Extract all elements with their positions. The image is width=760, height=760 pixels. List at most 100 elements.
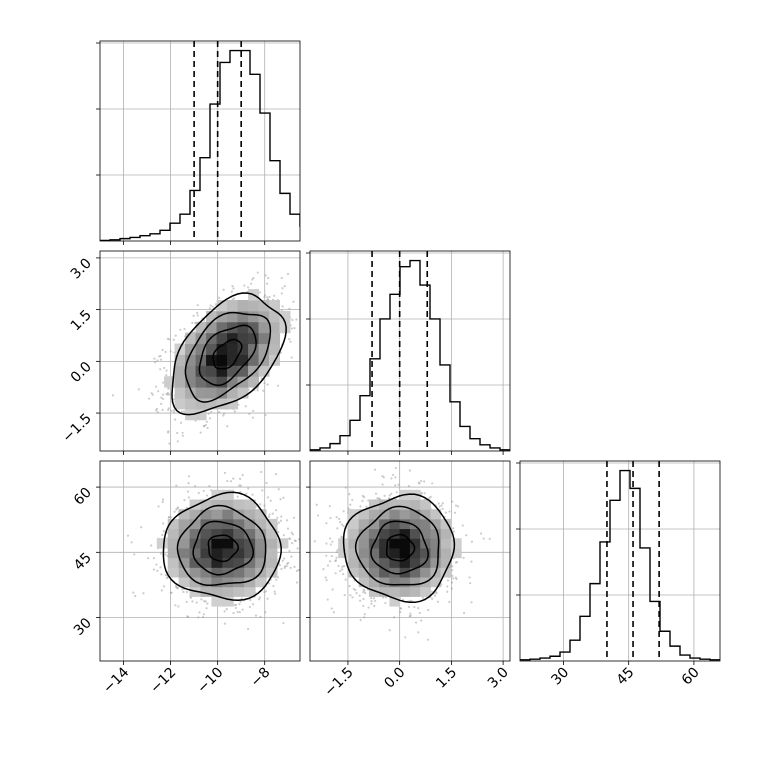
- scatter-point: [150, 392, 153, 395]
- scatter-point: [204, 423, 207, 427]
- density-cell: [368, 577, 380, 588]
- scatter-point: [252, 409, 255, 413]
- scatter-point: [417, 606, 420, 610]
- density-cell: [216, 397, 228, 410]
- density-cell: [248, 310, 260, 323]
- scatter-point: [393, 616, 396, 619]
- density-cell: [211, 577, 223, 588]
- scatter-point: [291, 533, 294, 536]
- density-cell: [174, 365, 186, 377]
- scatter-point: [279, 519, 283, 522]
- scatter-point: [362, 604, 365, 608]
- pair-panel-0: [111, 242, 298, 451]
- density-cell: [348, 509, 360, 520]
- density-cell: [269, 300, 280, 312]
- density-cell: [420, 528, 431, 539]
- scatter-point: [154, 385, 158, 388]
- scatter-point: [236, 610, 239, 614]
- density-cell: [389, 596, 401, 607]
- pair-panel-2: [313, 466, 491, 641]
- scatter-point: [441, 507, 444, 510]
- scatter-point: [197, 491, 200, 495]
- scatter-point: [241, 608, 244, 611]
- density-cell: [233, 586, 245, 597]
- scatter-point: [297, 568, 300, 572]
- density-cell: [222, 557, 234, 568]
- scatter-point: [160, 396, 163, 399]
- contour-line: [176, 504, 267, 587]
- scatter-point: [154, 361, 157, 364]
- pair-panel-1: [126, 470, 300, 631]
- scatter-point: [140, 526, 143, 529]
- scatter-point: [187, 482, 190, 485]
- contour-line: [370, 520, 429, 575]
- scatter-point: [218, 410, 221, 414]
- density-cell: [358, 567, 370, 578]
- scatter-point: [372, 597, 376, 600]
- density-cell: [206, 310, 218, 323]
- scatter-point: [133, 553, 136, 556]
- scatter-point: [161, 522, 165, 525]
- density-cell: [167, 528, 180, 539]
- pair-panel-0-frame: [99, 250, 301, 452]
- density-cell: [227, 365, 239, 377]
- density-cell: [399, 538, 411, 549]
- density-blocks: [338, 489, 462, 607]
- scatter-point: [427, 608, 430, 612]
- scatter-point: [273, 242, 275, 244]
- density-cell: [409, 509, 421, 520]
- scatter-point: [192, 314, 195, 317]
- scatter-point: [248, 605, 251, 609]
- scatter-point: [160, 589, 164, 592]
- pair-content: [111, 242, 298, 451]
- density-cell: [266, 547, 278, 559]
- density-cell: [420, 547, 431, 559]
- scatter-point: [326, 598, 329, 601]
- scatter-point: [325, 554, 328, 557]
- scatter-point: [111, 394, 115, 397]
- scatter-point: [418, 611, 421, 614]
- scatter-point: [182, 410, 186, 413]
- density-blocks: [164, 289, 291, 421]
- density-cell: [178, 557, 191, 568]
- scatter-point: [186, 490, 190, 493]
- x-tick-label: 45: [614, 665, 638, 689]
- density-cell: [216, 332, 228, 345]
- scatter-point: [482, 537, 485, 540]
- scatter-point: [465, 534, 468, 537]
- scatter-point: [264, 611, 267, 614]
- y-tick-label: 0.0: [68, 359, 95, 386]
- density-cell: [222, 547, 234, 559]
- density-cell: [379, 567, 390, 578]
- scatter-point: [252, 603, 255, 606]
- scatter-point: [156, 569, 159, 572]
- density-cell: [255, 538, 267, 549]
- density-cell: [276, 538, 289, 549]
- scatter-point: [264, 590, 268, 593]
- density-blocks: [156, 489, 289, 607]
- density-cell: [200, 499, 212, 510]
- density-cell: [244, 567, 256, 578]
- scatter-point: [358, 594, 361, 597]
- scatter-point: [229, 480, 233, 483]
- density-cell: [222, 499, 234, 510]
- scatter-point: [390, 492, 393, 495]
- density-cell: [279, 310, 291, 323]
- density-cell: [189, 547, 202, 559]
- density-cell: [167, 547, 180, 559]
- scatter-point: [335, 550, 338, 554]
- density-cell: [409, 499, 421, 510]
- density-cell: [216, 365, 228, 377]
- scatter-point: [374, 492, 378, 495]
- scatter-point: [298, 538, 300, 541]
- scatter-point: [223, 622, 227, 625]
- density-cell: [409, 577, 421, 588]
- density-cell: [399, 499, 411, 510]
- scatter-point: [211, 305, 214, 308]
- density-cell: [266, 528, 278, 539]
- scatter-point: [421, 596, 425, 599]
- scatter-point: [388, 629, 391, 632]
- scatter-point: [262, 389, 265, 392]
- density-cell: [255, 528, 267, 539]
